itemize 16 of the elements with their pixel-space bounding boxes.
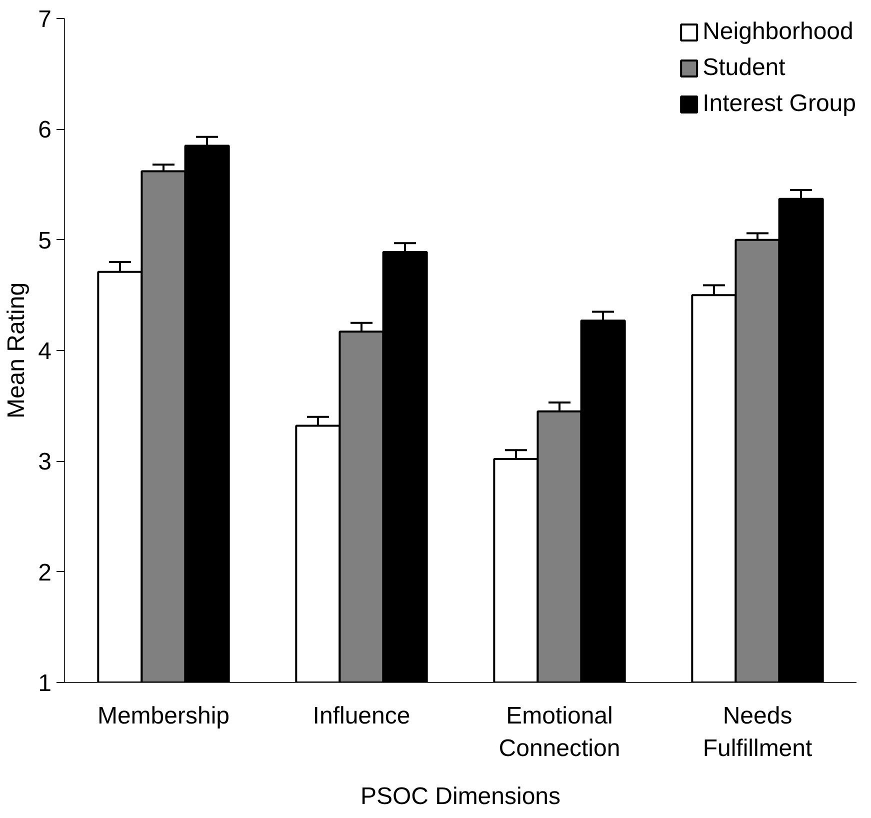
legend-label: Student [702, 54, 786, 82]
y-tick-label: 6 [38, 116, 52, 144]
x-tick-label: Influence [312, 702, 410, 730]
legend-label: Neighborhood [702, 18, 854, 46]
x-tick-label: Needs Fulfillment [702, 702, 813, 762]
y-tick-label: 1 [38, 670, 52, 697]
y-axis-title: Mean Rating [3, 282, 30, 419]
x-tick-label: Membership [97, 702, 230, 730]
y-tick-label: 5 [38, 227, 52, 254]
y-tick-label: 2 [38, 559, 52, 586]
y-tick-label: 7 [38, 6, 52, 33]
y-tick-label: 4 [38, 338, 52, 365]
x-tick-label: Emotional Connection [498, 702, 620, 762]
x-axis-title: PSOC Dimensions [360, 782, 561, 810]
legend-label: Interest Group [702, 90, 856, 118]
y-tick-label: 3 [38, 448, 52, 476]
